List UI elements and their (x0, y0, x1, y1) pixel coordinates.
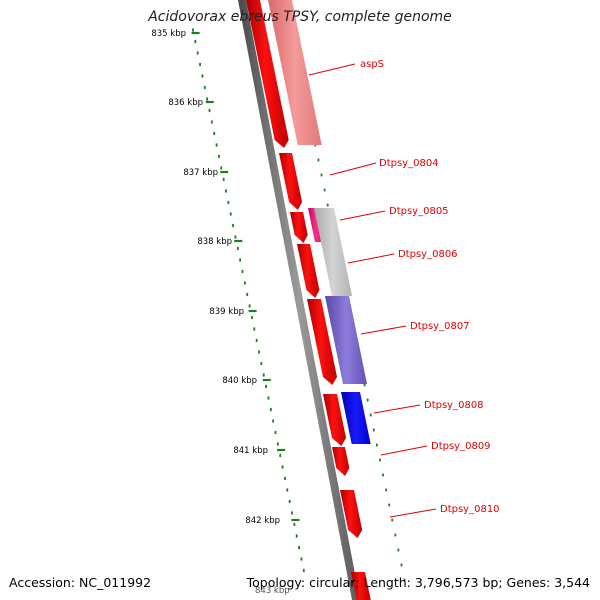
gene-arrow[interactable] (290, 212, 308, 243)
gene-label-leader (389, 508, 437, 518)
gene-label-dtpsy-0807[interactable]: Dtpsy_0807 (410, 321, 470, 332)
Dtpsy-0807-feature-band[interactable] (325, 296, 368, 384)
gene-label-leader (347, 253, 395, 264)
scale-tick-label-cutoff: 843 kbp (255, 586, 290, 596)
gene-arrow[interactable] (323, 394, 347, 446)
scale-tick-label: 837 kbp (183, 168, 218, 178)
gene-label-dtpsy-0804[interactable]: Dtpsy_0804 (379, 158, 439, 169)
genome-backbone (238, 0, 360, 600)
gene-label-leader (308, 63, 356, 76)
gene-label-dtpsy-0808[interactable]: Dtpsy_0808 (424, 400, 484, 411)
scale-tick-label: 835 kbp (151, 29, 186, 39)
gene-arrow[interactable] (351, 572, 371, 600)
gene-arrow[interactable] (246, 0, 289, 148)
Dtpsy-0808-feature-band[interactable] (341, 392, 371, 444)
gene-label-leader (380, 445, 428, 456)
gene-label-leader (329, 162, 377, 176)
map-title: Acidovorax ebreus TPSY, complete genome (148, 9, 452, 25)
gene-label-dtpsy-0806[interactable]: Dtpsy_0806 (398, 249, 458, 260)
Dtpsy-0806-feature-band[interactable] (314, 208, 353, 296)
gene-arrow[interactable] (279, 153, 303, 210)
gene-label-dtpsy-0805[interactable]: Dtpsy_0805 (389, 206, 449, 217)
genome-summary-text: Topology: circular; Length: 3,796,573 bp… (246, 575, 590, 590)
gene-arrow[interactable] (297, 244, 320, 298)
gene-label-leader (373, 404, 421, 414)
accession-text: Accession: NC_011992 (9, 575, 152, 590)
gene-label-leader (360, 325, 407, 335)
gene-arrow[interactable] (307, 299, 337, 385)
scale-tick-label: 839 kbp (209, 307, 244, 317)
scale-tick-label: 836 kbp (168, 98, 203, 108)
scale-tick-label: 841 kbp (233, 446, 268, 456)
scale-tick-label: 842 kbp (245, 516, 280, 526)
gene-label-dtpsy-0809[interactable]: Dtpsy_0809 (431, 441, 491, 452)
scale-tick-label: 840 kbp (222, 376, 257, 386)
aspS-feature-band[interactable] (268, 0, 322, 145)
gene-label-dtpsy-0810[interactable]: Dtpsy_0810 (440, 504, 500, 515)
gene-arrow[interactable] (332, 447, 350, 476)
gene-label-asps[interactable]: aspS (360, 59, 384, 70)
scale-ring (192, 28, 305, 573)
gene-arrow[interactable] (340, 490, 363, 538)
gene-label-leader (339, 210, 386, 221)
scale-tick-label: 838 kbp (197, 237, 232, 247)
